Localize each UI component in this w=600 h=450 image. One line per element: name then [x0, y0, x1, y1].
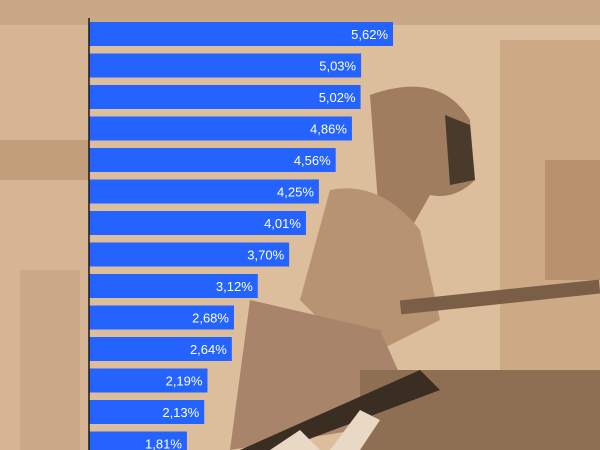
- bar-value-label-0: 5,62%: [351, 27, 388, 42]
- bar-13: [89, 431, 187, 450]
- bar-3: [89, 116, 352, 141]
- bar-value-label-8: 3,12%: [216, 279, 253, 294]
- bar-value-label-2: 5,02%: [319, 90, 356, 105]
- bar-12: [89, 400, 205, 424]
- bar-value-label-3: 4,86%: [310, 122, 347, 137]
- bar-10: [89, 337, 232, 361]
- bar-value-label-9: 2,68%: [192, 311, 229, 326]
- bar-value-label-10: 2,64%: [190, 342, 227, 357]
- bar-8: [89, 274, 258, 298]
- bar-11: [89, 368, 208, 393]
- bar-value-label-13: 1,81%: [145, 437, 182, 450]
- bar-value-label-7: 3,70%: [247, 248, 284, 263]
- bar-value-label-4: 4,56%: [294, 153, 331, 168]
- bar-2: [89, 85, 361, 109]
- bars-layer: 5,62% 5,03% 5,02% 4,86% 4,56% 4,25% 4,01% 3,70%…: [89, 22, 394, 450]
- bar-value-label-6: 4,01%: [264, 216, 301, 231]
- bar-value-label-5: 4,25%: [277, 185, 314, 200]
- bar-value-label-12: 2,13%: [162, 405, 199, 420]
- bar-value-label-1: 5,03%: [319, 59, 356, 74]
- bar-0: [89, 22, 394, 46]
- bar-4: [89, 148, 336, 172]
- bar-7: [89, 242, 290, 267]
- bar-9: [89, 305, 234, 330]
- bar-1: [89, 53, 362, 78]
- bar-6: [89, 211, 306, 235]
- bar-value-label-11: 2,19%: [166, 374, 203, 389]
- bar-5: [89, 179, 319, 204]
